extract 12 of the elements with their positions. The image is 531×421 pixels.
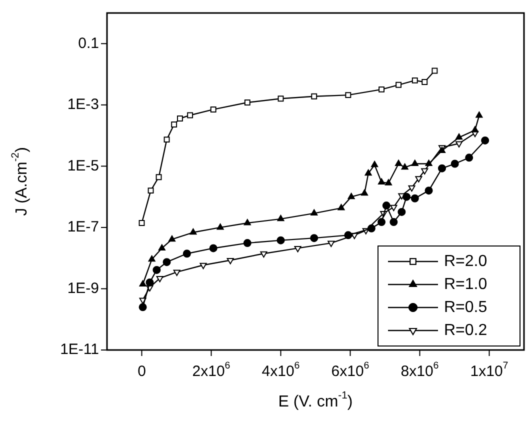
y-tick-label: 1E-5 [67, 157, 100, 174]
legend-label: R=2.0 [444, 252, 488, 270]
y-tick-label: 1E-7 [67, 218, 100, 236]
y-axis-title: J (A.cm-2) [10, 147, 30, 216]
x-tick-label: 0 [138, 363, 146, 380]
y-tick-label: 1E-3 [67, 96, 100, 114]
y-tick-label: 1E-11 [60, 341, 100, 358]
legend-label: R=0.5 [444, 298, 488, 316]
y-tick-label: 1E-9 [67, 280, 100, 297]
y-tick-label: 0.1 [78, 34, 100, 52]
legend-label: R=0.2 [444, 322, 488, 339]
legend-label: R=1.0 [444, 276, 488, 293]
